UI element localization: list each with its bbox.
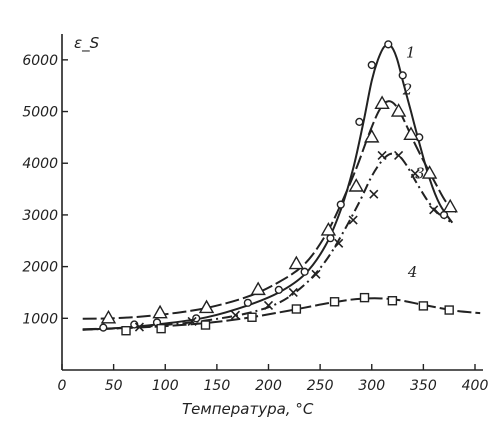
series-2-triangle-marker <box>442 198 458 213</box>
y-tick-label: 6000 <box>22 53 58 69</box>
series-1-circle-marker <box>384 40 393 49</box>
series-1-circle-marker <box>367 60 376 70</box>
series-1-circle-marker <box>439 210 449 220</box>
series-4-square-marker <box>291 304 302 314</box>
series-2-triangle-marker <box>198 299 215 314</box>
series-4-square-marker <box>329 297 340 307</box>
series-4-square-marker <box>387 296 398 306</box>
series-3-x-marker <box>410 169 420 179</box>
series-1-circle-marker <box>274 285 283 294</box>
series-3-x-marker <box>187 316 197 326</box>
x-tick-label: 300 <box>358 378 385 394</box>
series-3-x-marker <box>394 150 404 161</box>
series-2-triangle-marker <box>403 126 419 141</box>
x-tick-label: 350 <box>410 378 437 394</box>
series-2-triangle-marker <box>390 103 407 117</box>
series-1-label: 1 <box>406 43 416 61</box>
series-2-triangle-marker <box>320 222 337 236</box>
series-2-triangle-marker <box>374 95 390 109</box>
x-tick-label: 250 <box>307 378 334 394</box>
series-3-x-marker <box>263 300 274 310</box>
series-3-label: 3 <box>415 165 425 183</box>
series-3-x-marker <box>311 269 321 279</box>
y-tick-label: 2000 <box>22 260 58 276</box>
series-3-x-marker <box>369 189 379 199</box>
y-tick-label: 1000 <box>22 311 58 327</box>
x-tick-label: 400 <box>462 378 489 394</box>
series-1-circle-marker <box>398 71 407 80</box>
x-tick-label: 0 <box>58 378 67 394</box>
series-3-x-marker <box>334 238 344 248</box>
series-2-triangle-marker <box>288 255 305 270</box>
series-2-triangle-marker <box>348 178 364 192</box>
series-3-x-marker <box>288 287 298 298</box>
series-4-label: 4 <box>407 263 418 281</box>
x-tick-label: 50 <box>105 378 123 394</box>
x-tick-label: 100 <box>152 378 179 394</box>
series-1-circle-marker <box>326 234 335 243</box>
series-2-label: 2 <box>402 80 413 98</box>
series-3-x-marker <box>348 215 358 225</box>
series-3-x-marker <box>134 322 145 332</box>
series-1-circle-marker <box>243 298 252 307</box>
series-2-triangle-marker <box>421 165 438 179</box>
series-4-square-marker <box>418 301 429 311</box>
series-3-x-marker <box>429 205 439 215</box>
series-4-square-marker <box>359 292 370 303</box>
series-1-circle-marker <box>355 117 364 126</box>
chart-labels: ε_S Температура, °C 1 2 3 4 <box>74 34 425 418</box>
y-axis-label: ε_S <box>74 34 100 53</box>
series-3-x-marker <box>377 150 387 161</box>
series-4-square-marker <box>156 323 166 334</box>
series-4-square-marker <box>200 320 211 330</box>
series-2-triangle-marker <box>100 309 117 324</box>
series-1-circle-marker <box>336 200 345 209</box>
y-tick-label: 4000 <box>22 156 58 172</box>
series-2-triangle-marker <box>250 281 266 296</box>
series-markers <box>99 40 458 336</box>
x-tick-label: 150 <box>204 378 231 394</box>
y-tick-label: 3000 <box>22 208 58 224</box>
series-4-square-marker <box>121 326 131 336</box>
series-3-x-marker <box>230 310 241 320</box>
series-4-square-marker <box>247 312 257 322</box>
x-axis-label: Температура, °C <box>182 400 314 418</box>
y-tick-label: 5000 <box>22 105 58 121</box>
series-1-circle-marker <box>300 267 309 276</box>
series-4-square-marker <box>444 305 454 315</box>
series-2-triangle-marker <box>152 304 168 319</box>
series-2-triangle-marker <box>364 128 380 143</box>
axes: 0 50 100 150 200 250 300 350 400 1000 2000 3000 4000… <box>22 34 488 394</box>
x-tick-label: 200 <box>255 378 282 394</box>
series-1-circle-marker <box>99 323 108 332</box>
series-1-line <box>82 43 454 331</box>
series-2-line <box>82 100 458 320</box>
